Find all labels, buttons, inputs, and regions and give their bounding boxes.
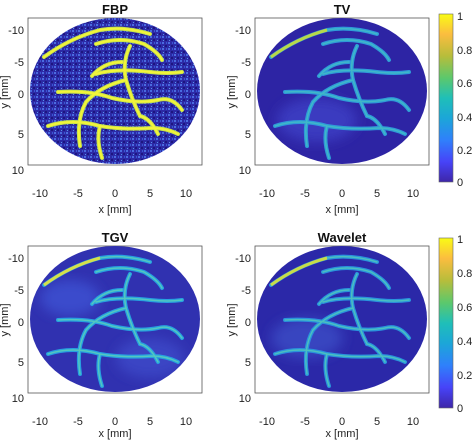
y-tick: -5 — [241, 57, 251, 69]
panel-wavelet: Wavelet -10 -5 0 5 10 -10 -5 0 5 10 x [m… — [226, 230, 430, 440]
colorbar-tick: 0.4 — [457, 112, 472, 124]
x-tick: 10 — [407, 416, 419, 428]
y-tick: 5 — [18, 129, 24, 141]
colorbar-tick: 1 — [457, 11, 463, 23]
colorbar-tick: 0.2 — [457, 370, 472, 382]
x-axis-label: x [mm] — [326, 204, 359, 216]
panel-title: FBP — [102, 2, 128, 17]
x-ticks: -10 -5 0 5 10 — [259, 416, 419, 428]
x-tick: 5 — [147, 416, 153, 428]
x-tick: 0 — [339, 188, 345, 200]
colorbar-gradient — [438, 237, 454, 409]
colorbar-tick: 0 — [457, 177, 463, 189]
colorbar-tick: 0.6 — [457, 78, 472, 90]
panel-tv: TV -10 -5 0 5 10 -10 -5 0 5 10 x [mm] y … — [226, 2, 430, 216]
y-axis-label: y [mm] — [226, 304, 238, 337]
y-tick: 0 — [245, 317, 251, 329]
x-tick: -10 — [259, 416, 275, 428]
y-tick: 10 — [12, 165, 24, 177]
y-ticks: -10 -5 0 5 10 — [235, 253, 251, 405]
colorbar-tick: 1 — [457, 234, 463, 246]
x-tick: -10 — [32, 188, 48, 200]
y-tick: -10 — [235, 253, 251, 265]
y-tick: 10 — [12, 393, 24, 405]
x-tick: 0 — [112, 188, 118, 200]
colorbar-tick: 0.2 — [457, 145, 472, 157]
y-ticks: -10 -5 0 5 10 — [8, 25, 24, 177]
colorbar-tick: 0.6 — [457, 302, 472, 314]
y-axis-label: y [mm] — [0, 304, 11, 337]
x-tick: -5 — [300, 188, 310, 200]
x-axis-label: x [mm] — [326, 428, 359, 440]
panel-tgv: TGV -10 -5 0 5 10 -10 -5 0 5 10 x [mm] y… — [0, 230, 203, 440]
x-tick: 0 — [339, 416, 345, 428]
x-tick: 5 — [374, 188, 380, 200]
colorbar-tick: 0.8 — [457, 268, 472, 280]
y-tick: 10 — [239, 165, 251, 177]
x-tick: -10 — [32, 416, 48, 428]
x-tick: -5 — [73, 416, 83, 428]
x-tick: -5 — [73, 188, 83, 200]
colorbar-tick: 0 — [457, 403, 463, 415]
x-ticks: -10 -5 0 5 10 — [32, 416, 192, 428]
y-tick: 0 — [245, 89, 251, 101]
colorbar-gradient — [438, 13, 454, 183]
x-ticks: -10 -5 0 5 10 — [32, 188, 192, 200]
y-tick: -5 — [241, 285, 251, 297]
y-tick: 0 — [18, 89, 24, 101]
x-ticks: -10 -5 0 5 10 — [259, 188, 419, 200]
colorbar-tick: 0.4 — [457, 336, 472, 348]
y-tick: 5 — [245, 129, 251, 141]
y-tick: 10 — [239, 393, 251, 405]
y-tick: 0 — [18, 317, 24, 329]
y-tick: -10 — [235, 25, 251, 37]
x-tick: 10 — [180, 188, 192, 200]
panel-title: TGV — [102, 230, 129, 245]
y-axis-label: y [mm] — [0, 76, 11, 109]
colorbar-bottom: 1 0.8 0.6 0.4 0.2 0 — [438, 234, 472, 415]
x-axis-label: x [mm] — [99, 428, 132, 440]
y-tick: -10 — [8, 253, 24, 265]
y-ticks: -10 -5 0 5 10 — [235, 25, 251, 177]
x-tick: 0 — [112, 416, 118, 428]
x-tick: 10 — [407, 188, 419, 200]
y-tick: -5 — [14, 57, 24, 69]
x-tick: 10 — [180, 416, 192, 428]
y-tick: 5 — [18, 357, 24, 369]
y-tick: -5 — [14, 285, 24, 297]
colorbar-top: 1 0.8 0.6 0.4 0.2 0 — [438, 11, 472, 189]
y-axis-label: y [mm] — [226, 76, 238, 109]
panel-title: Wavelet — [318, 230, 367, 245]
colorbar-tick: 0.8 — [457, 45, 472, 57]
x-tick: 5 — [147, 188, 153, 200]
panel-title: TV — [334, 2, 351, 17]
x-tick: -5 — [300, 416, 310, 428]
x-axis-label: x [mm] — [99, 204, 132, 216]
y-ticks: -10 -5 0 5 10 — [8, 253, 24, 405]
panel-fbp: FBP -10 -5 0 5 10 -10 -5 0 5 10 x [mm] y… — [0, 2, 203, 216]
y-tick: -10 — [8, 25, 24, 37]
y-tick: 5 — [245, 357, 251, 369]
x-tick: -10 — [259, 188, 275, 200]
x-tick: 5 — [374, 416, 380, 428]
